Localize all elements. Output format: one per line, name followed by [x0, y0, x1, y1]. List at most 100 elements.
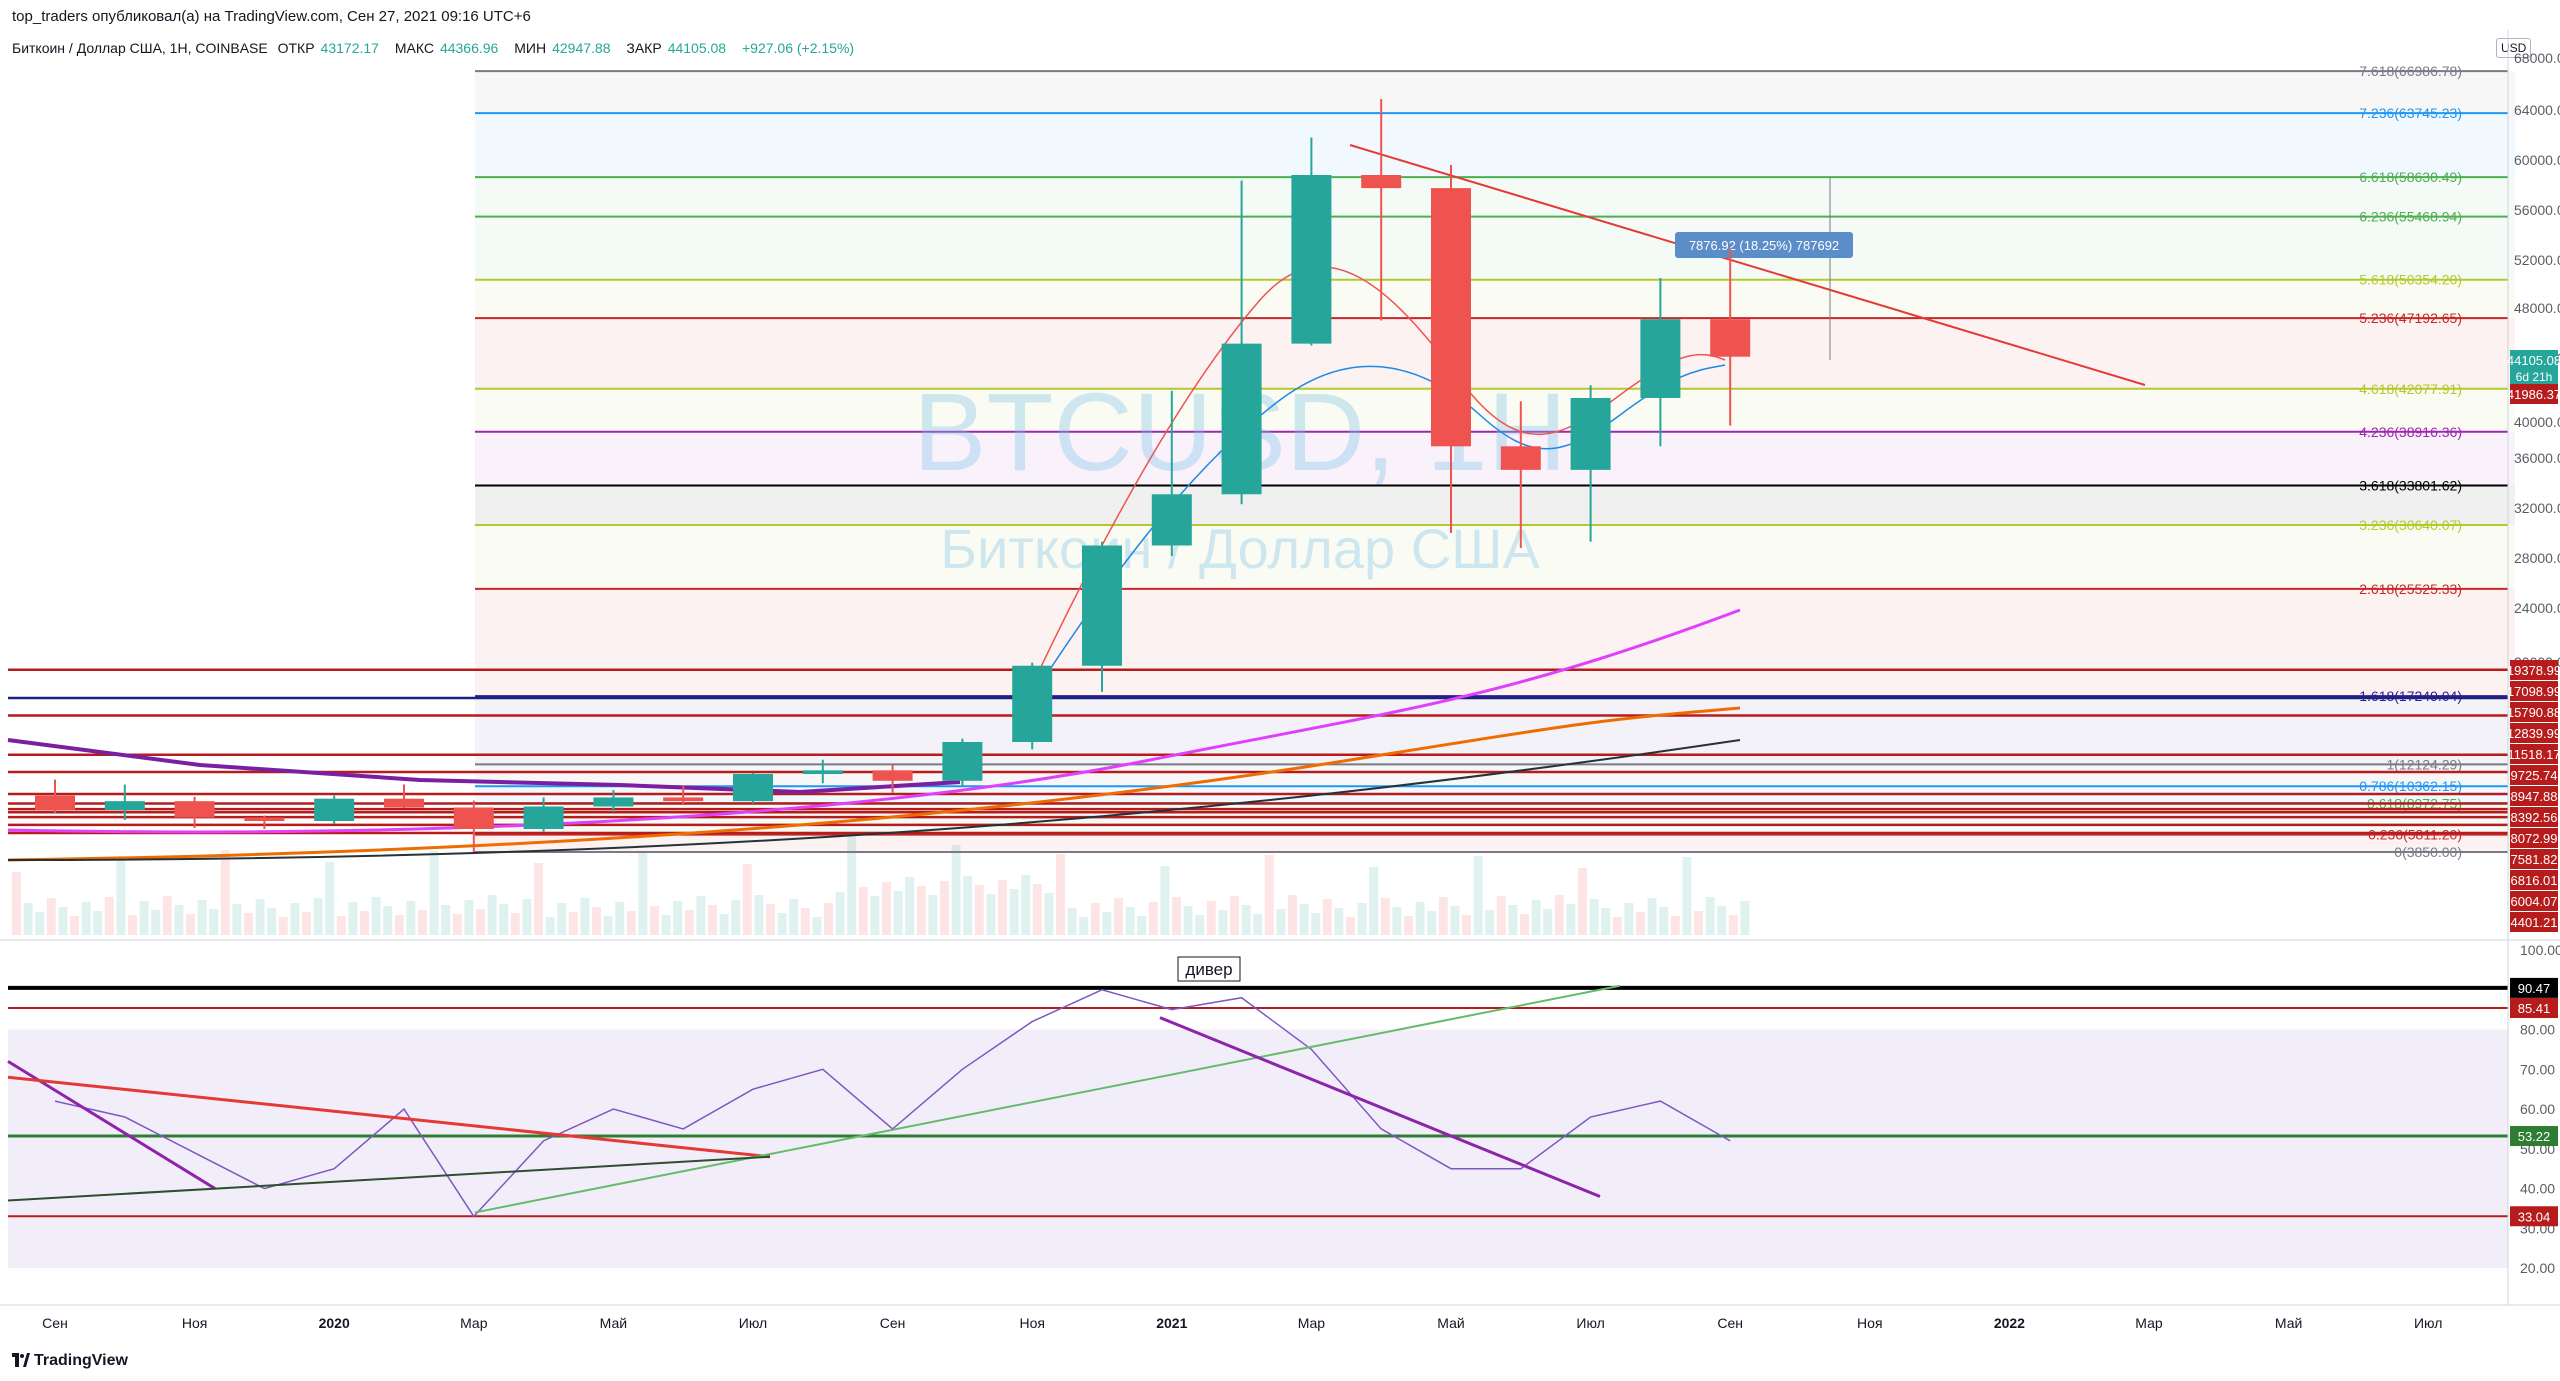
price-label-box: [2510, 660, 2558, 680]
candle-body: [1151, 494, 1192, 546]
candle-body: [942, 742, 983, 781]
fib-band: [475, 764, 2515, 787]
volume-bar: [534, 863, 543, 935]
candle-body: [1710, 319, 1751, 357]
time-tick: Мар: [460, 1315, 488, 1331]
price-label: 8072.99: [2511, 831, 2558, 846]
rsi-label: 85.41: [2518, 1001, 2551, 1016]
time-tick: Мар: [1298, 1315, 1326, 1331]
candle-body: [174, 801, 215, 818]
volume-bar: [1090, 903, 1100, 935]
volume-bar: [1206, 901, 1216, 935]
volume-bar: [1160, 866, 1170, 935]
open-value-group: ОТКР 43172.17: [278, 40, 385, 56]
volume-bar: [1647, 898, 1657, 935]
price-label-box: [2510, 891, 2558, 911]
price-tick: 40000.00: [2514, 414, 2560, 430]
volume-bar: [1740, 901, 1750, 935]
price-label: 8392.56: [2511, 810, 2558, 825]
close-label: ЗАКР: [626, 40, 662, 56]
high-value: 44366.96: [439, 40, 499, 56]
volume-bar: [1554, 895, 1564, 935]
open-label: ОТКР: [277, 40, 315, 56]
volume-bar: [1636, 912, 1645, 935]
volume-bar: [116, 861, 126, 935]
volume-bar: [23, 903, 33, 935]
rsi-tick: 80.00: [2520, 1022, 2555, 1038]
volume-bar: [394, 915, 404, 935]
volume-bar: [1311, 913, 1321, 935]
volume-bar: [731, 900, 741, 935]
fib-band: [475, 216, 2515, 280]
ma-200: [7, 608, 1741, 834]
volume-bar: [766, 904, 775, 935]
brand-name: TradingView: [34, 1352, 128, 1369]
candle-body: [1291, 175, 1332, 344]
volume-bar: [1612, 917, 1622, 935]
fib-label: 0.786(10362.15): [2359, 778, 2462, 794]
volume-bar: [1253, 914, 1263, 935]
rsi-tick: 100.00: [2520, 942, 2560, 958]
candle-body: [1082, 545, 1122, 666]
candle-body: [733, 774, 773, 802]
volume-bar: [336, 916, 346, 935]
fib-band: [475, 696, 2515, 765]
time-tick: Май: [2275, 1315, 2302, 1331]
volume-bar: [325, 862, 335, 935]
price-label-box: [2510, 807, 2558, 827]
publisher-header: top_traders опубликовал(а) на TradingVie…: [12, 8, 531, 25]
divergence-box: [1177, 956, 1241, 982]
low-value: 42947.88: [552, 40, 611, 56]
divergence-label: дивер: [1185, 960, 1232, 979]
candle-body: [1500, 446, 1541, 470]
measure-label: 7876.92 (18.25%) 787692: [1689, 238, 1839, 253]
volume-bar: [684, 910, 694, 935]
volume-bar: [1322, 899, 1332, 935]
price-tick: 68000.00: [2514, 50, 2560, 66]
fib-label: 5.236(47192.65): [2359, 310, 2462, 326]
rsi-trendline-dark: [7, 1155, 771, 1202]
price-labels: 44105.08 6d 21h 41986.37 19378.99 17098.99 15…: [2507, 350, 2560, 1227]
symbol-name[interactable]: Биткоин / Доллар США, 1Н, COINBASE: [12, 40, 268, 56]
volume-bar: [209, 909, 219, 935]
time-tick: Ноя: [1857, 1315, 1882, 1331]
volume-bar: [383, 906, 393, 935]
volume-bar: [197, 900, 207, 935]
time-tick: Ноя: [182, 1315, 207, 1331]
price-tick: 60000.00: [2514, 152, 2560, 168]
time-tick: 2022: [1994, 1315, 2025, 1331]
volume-bar: [441, 905, 451, 935]
close-value: 44105.08: [667, 40, 727, 56]
volume-bar: [1694, 911, 1703, 935]
ma-short-red: [1029, 266, 1726, 691]
high-label: МАКС: [394, 40, 434, 56]
time-tick: Сен: [880, 1315, 906, 1331]
volume-bar: [858, 887, 868, 935]
volume-bar: [951, 845, 961, 935]
volume-bar: [905, 877, 915, 935]
currency-badge[interactable]: USD: [2496, 38, 2532, 58]
fib-band: [475, 524, 2515, 589]
volume-bar: [1148, 902, 1158, 935]
volume-bar: [1520, 914, 1529, 935]
volume-bar: [847, 833, 857, 935]
volume-bar: [278, 917, 288, 935]
volume-bar: [162, 896, 172, 935]
low-value-group: МИН 42947.88: [514, 40, 616, 56]
price-label-box: [2510, 350, 2558, 386]
candles: [35, 98, 1751, 852]
change-value: +927.06 (+2.15%): [741, 40, 855, 56]
volume-bar: [1682, 857, 1692, 935]
volume-bar: [673, 901, 683, 935]
rsi-label-box: [2510, 1206, 2558, 1227]
price-label: 17098.99: [2507, 684, 2560, 699]
volume-bar: [220, 850, 230, 935]
price-label-box: [2510, 681, 2558, 701]
volume-bar: [267, 908, 277, 935]
volume-bar: [1195, 915, 1205, 935]
volume-bar: [1485, 910, 1495, 935]
candle-body: [1012, 665, 1053, 742]
price-label: 15790.88: [2507, 705, 2560, 720]
rsi-label: 90.47: [2518, 981, 2551, 996]
